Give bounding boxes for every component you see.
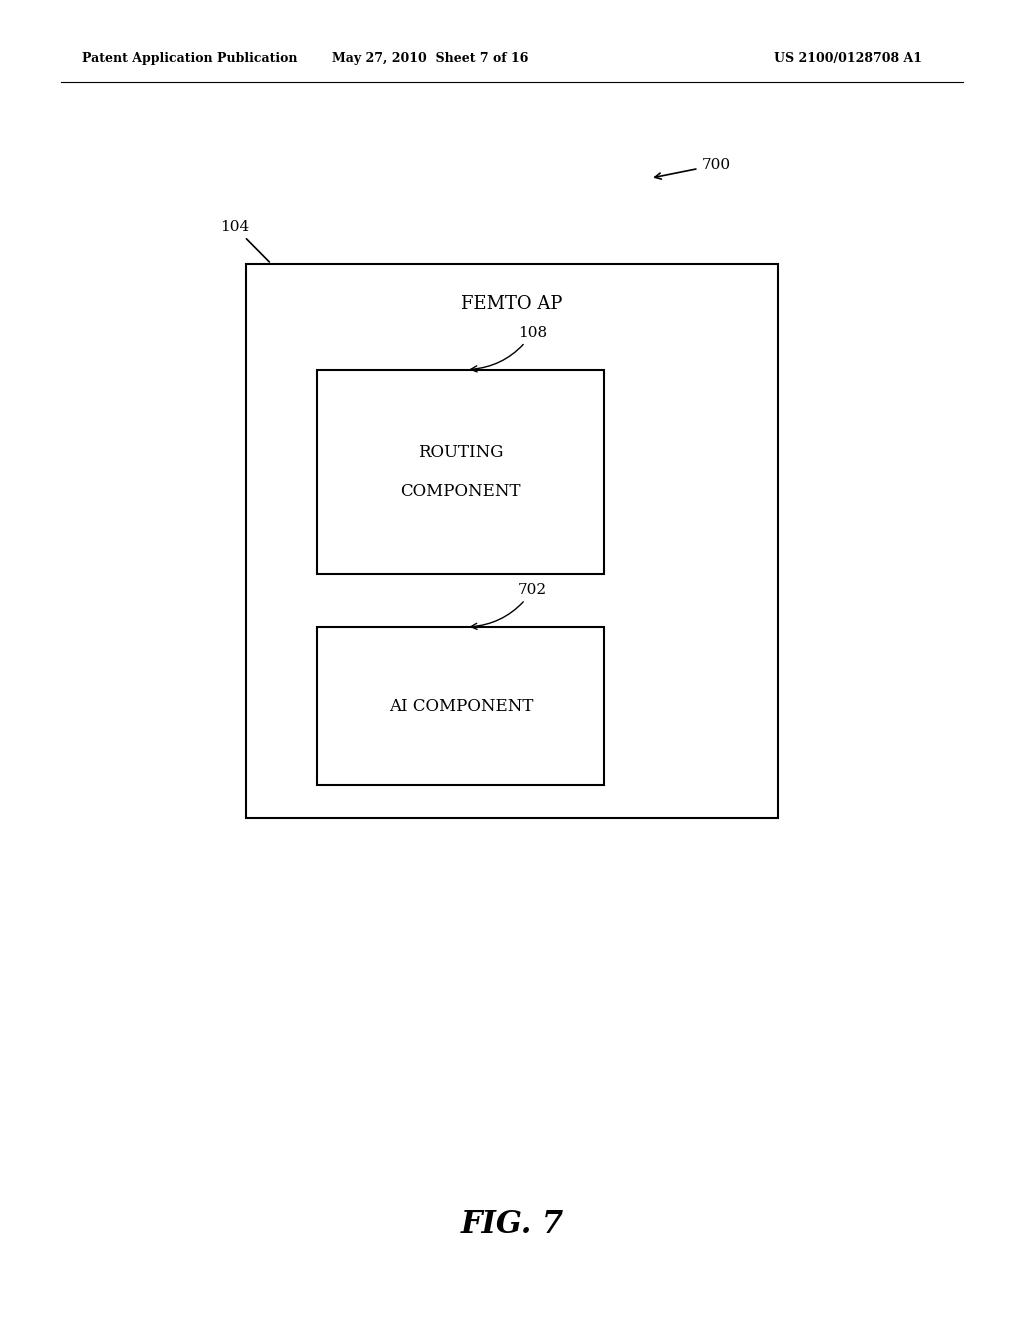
Text: 702: 702	[471, 583, 547, 630]
Text: AI COMPONENT: AI COMPONENT	[389, 698, 532, 714]
Text: 104: 104	[220, 220, 269, 263]
Text: FIG. 7: FIG. 7	[461, 1209, 563, 1241]
Text: US 2100/0128708 A1: US 2100/0128708 A1	[773, 51, 922, 65]
Text: Patent Application Publication: Patent Application Publication	[82, 51, 297, 65]
Text: May 27, 2010  Sheet 7 of 16: May 27, 2010 Sheet 7 of 16	[332, 51, 528, 65]
FancyBboxPatch shape	[317, 627, 604, 785]
FancyBboxPatch shape	[246, 264, 778, 818]
Text: ROUTING: ROUTING	[418, 444, 504, 461]
FancyBboxPatch shape	[317, 370, 604, 574]
Text: 108: 108	[471, 326, 547, 372]
Text: COMPONENT: COMPONENT	[400, 483, 521, 500]
Text: 700: 700	[654, 158, 730, 180]
Text: FEMTO AP: FEMTO AP	[462, 294, 562, 313]
